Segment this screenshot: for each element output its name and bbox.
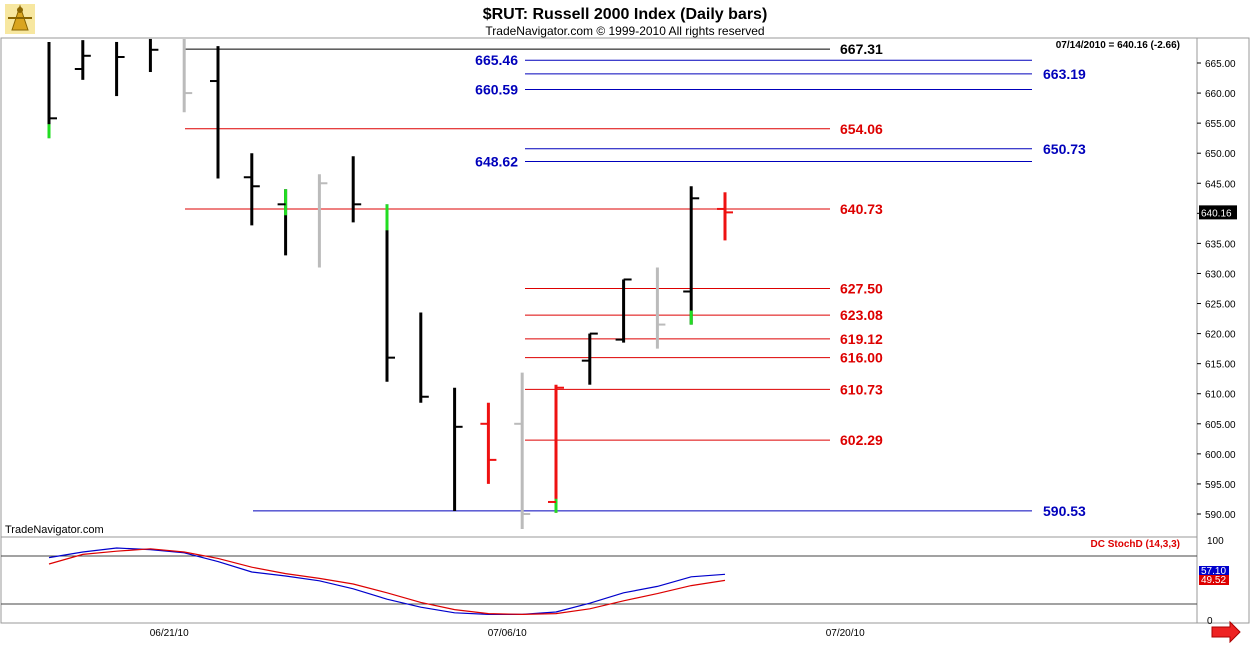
ohlc-bar — [148, 38, 159, 73]
level-label: 619.12 — [840, 331, 883, 347]
ohlc-bar — [182, 38, 193, 113]
indicator-title: DC StochD (14,3,3) — [1091, 539, 1180, 550]
ohlc-bar — [277, 189, 288, 256]
ohlc-bar — [317, 174, 328, 268]
y-tick-label: 620.00 — [1205, 330, 1236, 341]
level-label: 665.46 — [475, 52, 518, 68]
ohlc-bar — [385, 204, 395, 382]
stoch-value-label: 57.10 — [1201, 566, 1226, 577]
stoch-value-label: 49.52 — [1201, 575, 1226, 586]
current-price-label: 640.16 — [1201, 208, 1232, 219]
last-quote-text: 07/14/2010 = 640.16 (-2.66) — [1056, 40, 1180, 51]
ohlc-bar — [514, 372, 531, 530]
ohlc-bar — [581, 332, 598, 385]
x-tick-label: 07/20/10 — [826, 628, 865, 639]
level-label: 627.50 — [840, 281, 883, 297]
price-y-axis: 665.00660.00655.00650.00645.00640.00635.… — [1197, 59, 1237, 521]
level-label: 616.00 — [840, 350, 883, 366]
level-label: 648.62 — [475, 153, 518, 169]
level-label: 590.53 — [1043, 503, 1086, 519]
ohlc-bar — [683, 186, 700, 325]
stoch-y-label: 100 — [1207, 536, 1224, 547]
scroll-right-arrow-icon[interactable] — [1211, 620, 1241, 644]
chart-title: $RUT: Russell 2000 Index (Daily bars) — [483, 6, 768, 23]
x-tick-label: 07/06/10 — [488, 628, 527, 639]
y-axis-area — [1196, 37, 1250, 624]
y-tick-label: 645.00 — [1205, 179, 1236, 190]
y-tick-label: 605.00 — [1205, 420, 1236, 431]
y-tick-label: 630.00 — [1205, 269, 1236, 280]
ohlc-bar — [419, 312, 429, 403]
price-panel-frame — [0, 37, 1198, 538]
stoch-value-badge — [1199, 566, 1229, 576]
stoch-line — [48, 548, 726, 616]
level-label: 602.29 — [840, 432, 883, 448]
stoch-y-label: 0 — [1207, 616, 1213, 627]
ohlc-bar — [243, 153, 260, 226]
level-label: 667.31 — [840, 41, 883, 57]
ohlc-bar — [548, 384, 564, 513]
y-tick-label: 610.00 — [1205, 390, 1236, 401]
ohlc-bar — [480, 402, 497, 484]
trade-navigator-logo-icon — [5, 4, 35, 34]
ohlc-bar — [47, 41, 57, 139]
level-label: 623.08 — [840, 307, 883, 323]
ohlc-bar — [655, 267, 666, 349]
ohlc-bar — [453, 387, 463, 511]
stoch-value-badge — [1199, 575, 1229, 585]
y-tick-label: 595.00 — [1205, 480, 1236, 491]
y-tick-label: 655.00 — [1205, 119, 1236, 130]
support-resistance-levels: 667.31 665.46 663.19 660.59 654.06 650.73 648.… — [185, 41, 1086, 519]
y-tick-label: 650.00 — [1205, 149, 1236, 160]
y-tick-label: 590.00 — [1205, 510, 1236, 521]
ohlc-bar — [115, 41, 125, 97]
y-tick-label: 615.00 — [1205, 360, 1236, 371]
y-tick-label: 660.00 — [1205, 89, 1236, 100]
y-tick-label: 665.00 — [1205, 59, 1236, 70]
y-tick-label: 625.00 — [1205, 300, 1236, 311]
price-bars — [47, 38, 733, 530]
indicator-panel-frame — [0, 536, 1198, 624]
ohlc-bar — [717, 192, 733, 241]
current-price-badge — [1199, 205, 1237, 220]
ohlc-bar — [351, 156, 362, 223]
level-label: 640.73 — [840, 201, 883, 217]
level-label: 660.59 — [475, 82, 518, 98]
date-x-axis: 06/21/10 07/06/10 07/20/10 — [150, 628, 865, 639]
stoch-line — [48, 547, 726, 616]
ohlc-bar — [74, 40, 91, 80]
level-label: 654.06 — [840, 121, 883, 137]
y-tick-label: 635.00 — [1205, 239, 1236, 250]
level-label: 610.73 — [840, 381, 883, 397]
x-tick-label: 06/21/10 — [150, 628, 189, 639]
ohlc-bar — [615, 278, 632, 343]
y-tick-label: 600.00 — [1205, 450, 1236, 461]
level-label: 650.73 — [1043, 141, 1086, 157]
ohlc-bar — [210, 46, 220, 179]
watermark-text: TradeNavigator.com — [5, 524, 104, 536]
copyright-text: TradeNavigator.com © 1999-2010 All right… — [485, 24, 764, 38]
level-label: 663.19 — [1043, 66, 1086, 82]
